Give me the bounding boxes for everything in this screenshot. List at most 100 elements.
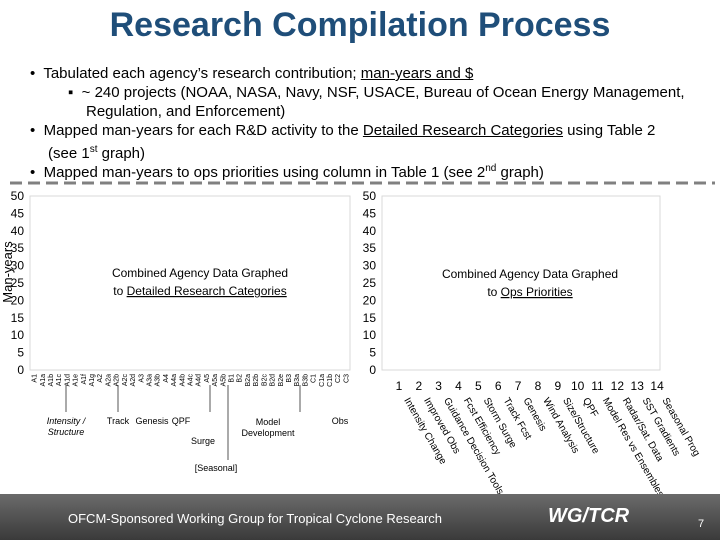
y-tick-label: 45	[363, 206, 377, 220]
group-label: Structure	[48, 427, 85, 437]
x-tick-label: B2	[237, 374, 244, 383]
y-tick-label: 25	[11, 276, 25, 290]
group-label: [Seasonal]	[195, 463, 238, 473]
y-tick-label: 15	[363, 311, 377, 325]
overlay: Combined Agency Data Graphed	[442, 267, 618, 281]
y-tick-label: 5	[17, 346, 24, 360]
text: Mapped man-years to ops priorities using…	[43, 164, 486, 181]
y-axis-label: Man-years	[0, 241, 15, 303]
group-label: Surge	[191, 436, 215, 446]
y-tick-label: 20	[11, 293, 25, 307]
sub-bullet: ▪ ~ 240 projects (NOAA, NASA, Navy, NSF,…	[68, 84, 685, 120]
x-tick-label: 8	[535, 379, 542, 393]
y-tick-label: 15	[11, 311, 25, 325]
sup: st	[89, 144, 98, 155]
text: graph)	[97, 145, 146, 162]
y-tick-label: 30	[363, 259, 377, 273]
page-number: 7	[698, 518, 705, 530]
x-tick-label: C2	[335, 374, 342, 383]
x-tick-label: B3	[286, 374, 293, 383]
text: Mapped man-years for each R&D activity t…	[43, 122, 363, 139]
right-plot	[381, 195, 661, 371]
overlay: Combined Agency Data Graphed	[112, 266, 288, 280]
x-tick-label: B2a	[245, 374, 252, 387]
x-tick-label: C1b	[327, 374, 334, 387]
x-tick-label: 6	[495, 379, 502, 393]
x-tick-label: B2e	[278, 374, 285, 387]
text: using Table 2 (see 1	[48, 122, 656, 162]
x-tick-label: A1g	[89, 374, 96, 387]
y-tick-label: 50	[11, 189, 25, 203]
bullet: • Mapped man-years to ops priorities usi…	[30, 163, 544, 181]
y-tick-label: 10	[11, 328, 25, 342]
text: Tabulated each agency’s research contrib…	[43, 65, 361, 82]
x-tick-label: B3b	[302, 374, 309, 387]
y-tick-label: 35	[363, 241, 377, 255]
group-label: Track	[107, 416, 130, 426]
title: Research Compilation Process	[109, 6, 611, 44]
x-tick-label: 9	[554, 379, 561, 393]
group-label: QPF	[172, 416, 191, 426]
x-tick-label: A1c	[56, 374, 63, 387]
x-tick-label: 2	[415, 379, 422, 393]
x-tick-label: 14	[650, 379, 664, 393]
text: to	[487, 285, 500, 299]
footer: OFCM-Sponsored Working Group for Tropica…	[0, 494, 720, 540]
left-plot	[29, 195, 351, 371]
y-tick-label: 25	[363, 276, 377, 290]
x-tick-label: A1b	[48, 374, 55, 387]
y-tick-label: 40	[11, 224, 25, 238]
bullet: • Mapped man-years for each R&D activity…	[30, 122, 656, 162]
sup: nd	[485, 163, 497, 174]
x-tick-label: A1a	[40, 374, 47, 387]
y-tick-label: 35	[11, 241, 25, 255]
group-label: Development	[241, 428, 295, 438]
y-tick-label: 20	[363, 293, 377, 307]
x-tick-label: A3a	[146, 374, 153, 387]
x-tick-label: 7	[515, 379, 522, 393]
x-tick-label: B2c	[261, 374, 268, 387]
bullet: • Tabulated each agency’s research contr…	[30, 65, 474, 82]
group-label: Obs	[332, 416, 349, 426]
x-tick-label: 11	[591, 379, 604, 393]
y-tick-label: 0	[369, 363, 376, 377]
x-tick-label: 3	[435, 379, 442, 393]
x-tick-label: A1d	[64, 374, 71, 387]
x-tick-label: C1	[311, 374, 318, 383]
x-tick-label: A3b	[155, 374, 162, 387]
x-tick-label: B1	[229, 374, 236, 383]
x-tick-label: C3	[343, 374, 350, 383]
footer-text: OFCM-Sponsored Working Group for Tropica…	[68, 511, 443, 526]
x-tick-label: A5	[204, 374, 211, 383]
y-tick-label: 50	[363, 189, 377, 203]
x-tick-label: A4c	[188, 374, 195, 387]
text: Detailed Research Categories	[362, 122, 564, 139]
y-tick-label: 0	[17, 363, 24, 377]
x-tick-label: 10	[571, 379, 585, 393]
x-tick-label: 4	[455, 379, 462, 393]
group-label: Intensity /	[47, 416, 87, 426]
x-tick-label: B2d	[270, 374, 277, 387]
group-brackets	[65, 385, 301, 460]
text: to	[113, 284, 126, 298]
logo: WG/TCR	[548, 505, 630, 527]
text: ~ 240 projects (NOAA, NASA, Navy, NSF, U…	[81, 84, 685, 120]
charts: Man-years Combined Agency Data Graphed t…	[0, 181, 715, 494]
text: Detailed Research Categories	[127, 284, 287, 298]
text: graph)	[496, 164, 544, 181]
x-tick-label: B2b	[253, 374, 260, 387]
text: man-years and $	[360, 65, 474, 82]
x-tick-label: 12	[611, 379, 625, 393]
y-tick-label: 10	[363, 328, 377, 342]
x-tick-label: C1a	[319, 374, 326, 387]
overlay: to Ops Priorities	[487, 285, 572, 299]
category-label: QPF	[580, 396, 600, 419]
x-tick-label: A2b	[114, 374, 121, 387]
x-tick-label: A5a	[212, 374, 219, 387]
x-tick-label: 5	[475, 379, 482, 393]
x-tick-label: A2c	[122, 374, 129, 387]
x-tick-label: A1e	[73, 374, 80, 387]
x-tick-label: 1	[396, 379, 403, 393]
x-tick-label: A5b	[220, 374, 227, 387]
